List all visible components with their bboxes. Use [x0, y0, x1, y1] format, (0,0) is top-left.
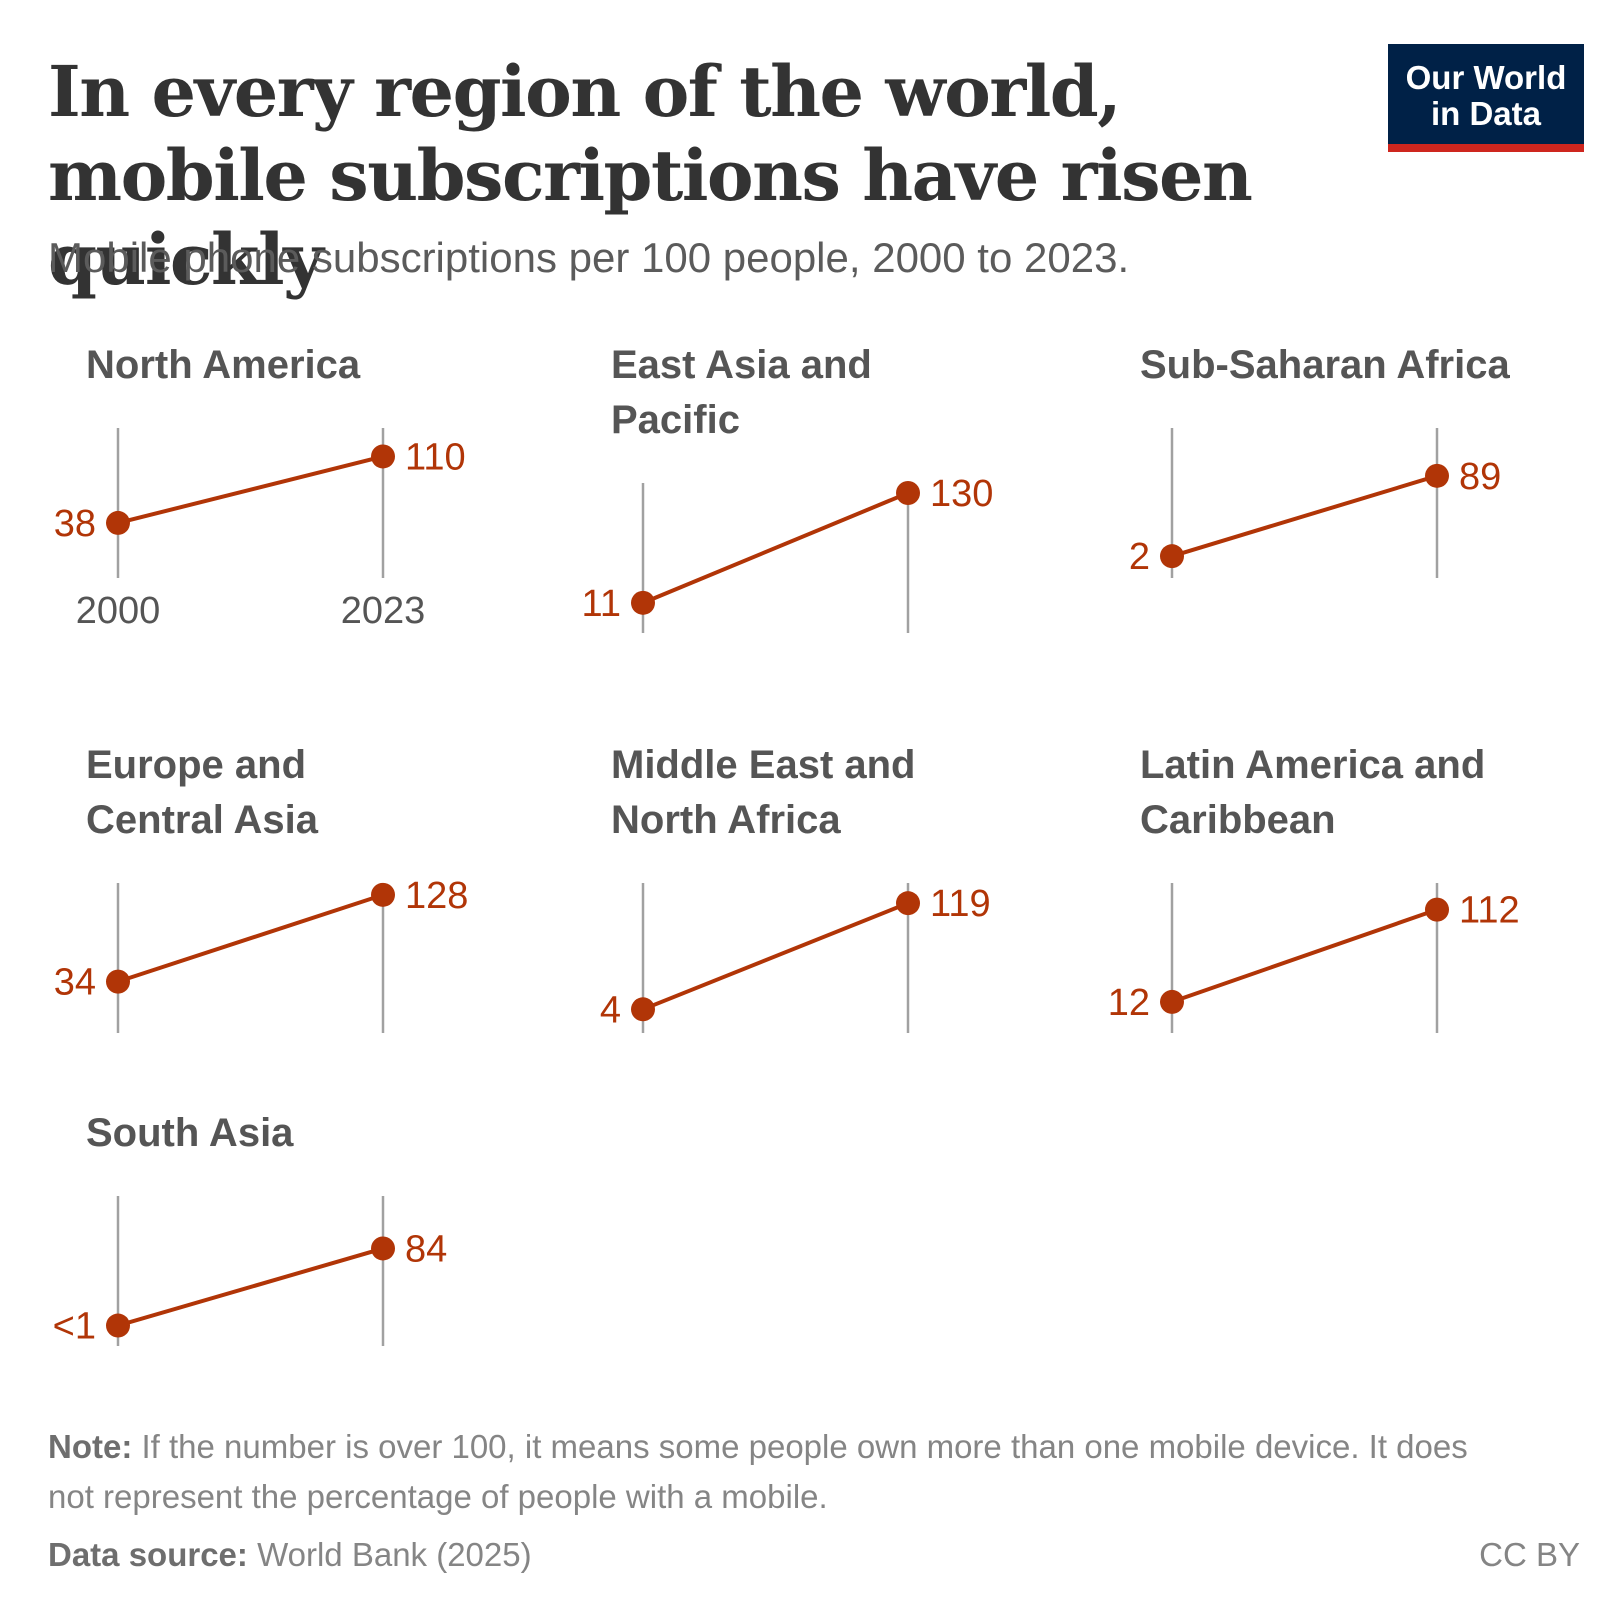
panel-title: Caribbean [1140, 798, 1336, 842]
value-label-2023: 130 [930, 473, 993, 515]
data-source: Data source: World Bank (2025) [48, 1530, 532, 1580]
logo-line-1: Our World [1405, 59, 1567, 96]
series-line [117, 892, 384, 984]
value-label-2000: 12 [1108, 982, 1150, 1024]
source-label: Data source: [48, 1536, 248, 1573]
data-point-2000 [631, 997, 655, 1022]
data-point-2000 [1160, 544, 1184, 569]
data-point-2000 [631, 590, 655, 615]
value-label-2023: 119 [930, 883, 991, 925]
note-label: Note: [48, 1428, 133, 1465]
series-line [117, 454, 384, 525]
data-point-2000 [1160, 989, 1184, 1014]
series-line [117, 1246, 384, 1328]
panel-title: Pacific [611, 398, 740, 442]
value-label-2000: 38 [54, 503, 96, 545]
data-point-2023 [371, 882, 395, 907]
series-line [1171, 473, 1438, 559]
series-line [642, 491, 909, 605]
series-line [1171, 907, 1438, 1004]
data-point-2023 [371, 1236, 395, 1261]
x-tick-label: 2000 [76, 590, 161, 632]
data-point-2000 [106, 1313, 130, 1338]
panel-title: North America [86, 343, 361, 387]
value-label-2023: 112 [1459, 890, 1520, 932]
panel-title: North Africa [611, 798, 841, 842]
panel-title: South Asia [86, 1111, 294, 1155]
data-point-2023 [896, 481, 920, 505]
owid-logo[interactable]: Our World in Data [1388, 44, 1584, 152]
logo-line-2: in Data [1430, 95, 1542, 132]
panel-title: East Asia and [611, 343, 872, 387]
chart-title: In every region of the world, mobile sub… [48, 50, 1253, 301]
value-label-2023: 110 [405, 436, 466, 478]
panel-title: Sub-Saharan Africa [1140, 343, 1510, 387]
x-tick-label: 2023 [341, 590, 426, 632]
note-text: If the number is over 100, it means some… [48, 1428, 1468, 1515]
data-point-2023 [896, 891, 920, 916]
data-point-2023 [1425, 463, 1449, 488]
source-text: World Bank (2025) [257, 1536, 532, 1573]
value-label-2023: 84 [405, 1228, 447, 1270]
series-line [642, 901, 909, 1012]
chart-subtitle: Mobile phone subscriptions per 100 peopl… [48, 234, 1130, 281]
value-label-2023: 128 [405, 875, 468, 917]
panel-title: Europe and [86, 743, 306, 787]
license[interactable]: CC BY [1479, 1536, 1580, 1573]
panel-title: Latin America and [1140, 743, 1485, 787]
panel-title: Middle East and [611, 743, 916, 787]
value-label-2000: 2 [1129, 536, 1150, 578]
data-point-2000 [106, 969, 130, 994]
data-point-2000 [106, 510, 130, 535]
data-point-2023 [371, 444, 395, 469]
value-label-2000: 34 [54, 962, 96, 1004]
value-label-2000: 4 [600, 989, 621, 1031]
value-label-2023: 89 [1459, 456, 1501, 498]
panel-title: Central Asia [86, 798, 319, 842]
data-point-2023 [1425, 897, 1449, 922]
footnote: Note: If the number is over 100, it mean… [48, 1422, 1468, 1522]
value-label-2000: 11 [582, 583, 621, 625]
value-label-2000: <1 [53, 1306, 96, 1348]
